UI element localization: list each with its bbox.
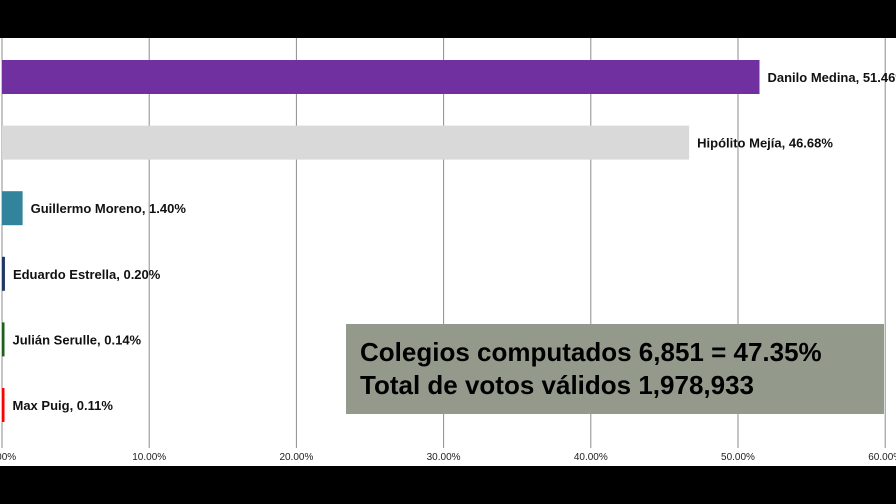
- bar-0: [2, 60, 760, 94]
- x-tick-label-30: 30.00%: [427, 452, 461, 463]
- info-box-line-votos: Total de votos válidos 1,978,933: [360, 370, 755, 400]
- bar-data-label-4: Julián Serulle, 0.14%: [13, 332, 142, 347]
- x-tick-label-50: 50.00%: [721, 452, 755, 463]
- x-tick-label-40: 40.00%: [574, 452, 608, 463]
- bar-2: [2, 191, 23, 226]
- bar-data-label-3: Eduardo Estrella, 0.20%: [13, 267, 161, 282]
- bar-data-label-1: Hipólito Mejía, 46.68%: [697, 136, 833, 151]
- bar-4: [2, 322, 5, 357]
- info-box: Colegios computados 6,851 = 47.35% Total…: [346, 324, 884, 414]
- bar-1: [2, 125, 690, 160]
- bar-data-label-5: Max Puig, 0.11%: [13, 398, 114, 413]
- x-tick-label-10: 10.00%: [132, 452, 166, 463]
- x-tick-label-20: 20.00%: [279, 452, 313, 463]
- bar-data-label-0: Danilo Medina, 51.46%: [767, 70, 896, 85]
- x-tick-label-0: 0.00%: [0, 452, 16, 463]
- bar-3: [2, 256, 5, 291]
- bar-data-label-2: Guillermo Moreno, 1.40%: [31, 201, 187, 216]
- bar-5: [2, 388, 5, 422]
- bar-chart: 0.00% 10.00% 20.00% 30.00% 40.00% 50.00% 60.00…: [0, 38, 896, 463]
- x-tick-label-60: 60.00%: [868, 452, 896, 463]
- chart-frame: 0.00% 10.00% 20.00% 30.00% 40.00% 50.00% 60.00…: [0, 38, 896, 466]
- info-box-line-colegios: Colegios computados 6,851 = 47.35%: [360, 337, 822, 367]
